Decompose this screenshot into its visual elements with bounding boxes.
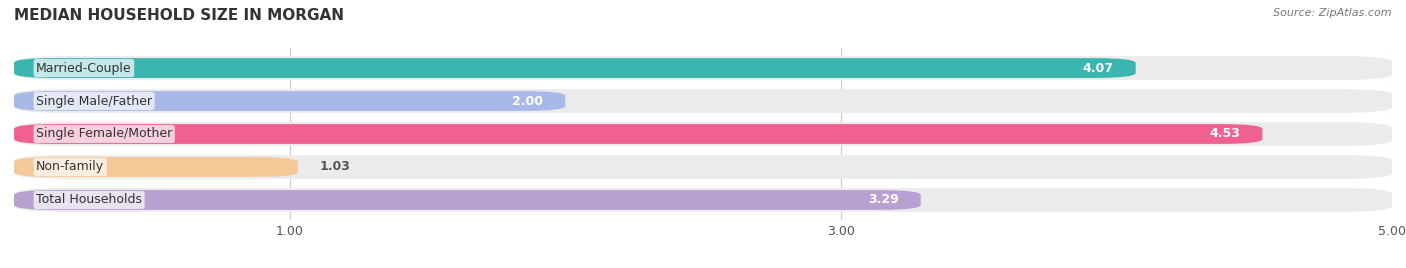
Text: Total Households: Total Households (37, 193, 142, 206)
Text: 1.03: 1.03 (321, 161, 352, 173)
Text: Non-family: Non-family (37, 161, 104, 173)
Text: MEDIAN HOUSEHOLD SIZE IN MORGAN: MEDIAN HOUSEHOLD SIZE IN MORGAN (14, 8, 344, 23)
FancyBboxPatch shape (14, 91, 565, 111)
FancyBboxPatch shape (14, 56, 1392, 80)
FancyBboxPatch shape (14, 122, 1392, 146)
Text: Married-Couple: Married-Couple (37, 62, 132, 75)
Text: 4.53: 4.53 (1209, 128, 1240, 140)
Text: 3.29: 3.29 (868, 193, 898, 206)
FancyBboxPatch shape (14, 190, 921, 210)
FancyBboxPatch shape (14, 155, 1392, 179)
Text: 4.07: 4.07 (1083, 62, 1114, 75)
FancyBboxPatch shape (14, 188, 1392, 212)
Text: Single Male/Father: Single Male/Father (37, 95, 152, 107)
FancyBboxPatch shape (14, 124, 1263, 144)
FancyBboxPatch shape (14, 157, 298, 177)
Text: Source: ZipAtlas.com: Source: ZipAtlas.com (1274, 8, 1392, 18)
FancyBboxPatch shape (14, 89, 1392, 113)
Text: 2.00: 2.00 (512, 95, 543, 107)
Text: Single Female/Mother: Single Female/Mother (37, 128, 173, 140)
FancyBboxPatch shape (14, 58, 1136, 78)
